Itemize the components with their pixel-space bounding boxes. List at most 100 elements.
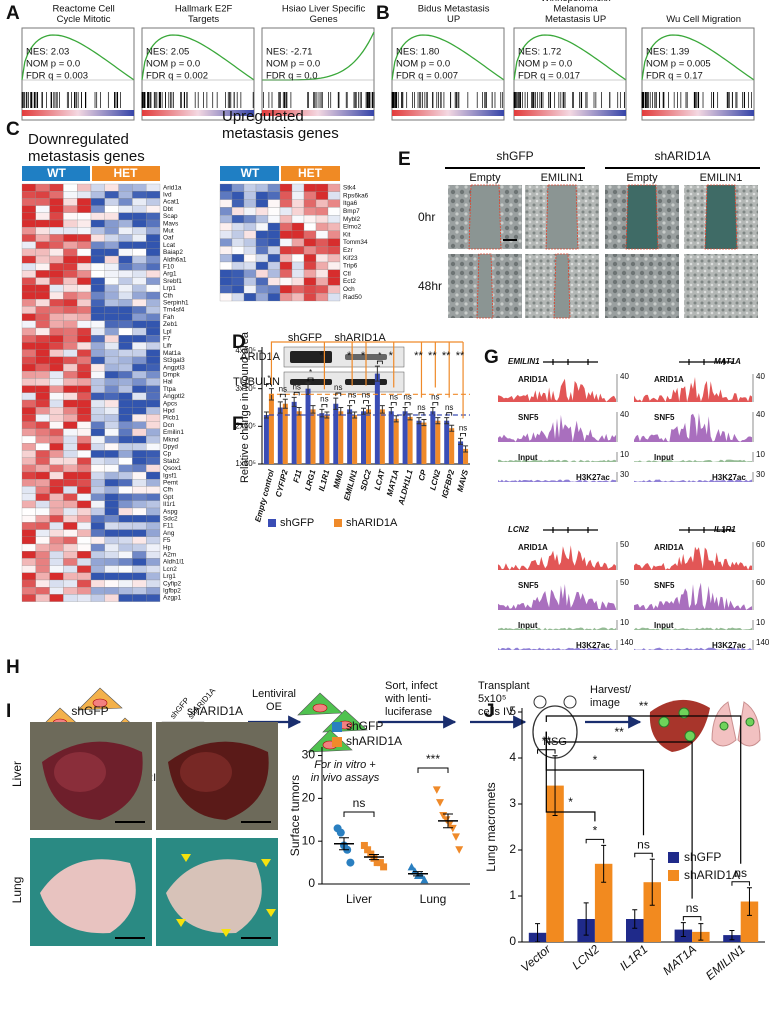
liver-icon <box>649 699 710 752</box>
wound <box>468 184 502 250</box>
heatmap-cell <box>146 543 161 552</box>
bracket <box>545 731 596 822</box>
heatmap-cell <box>77 219 92 228</box>
heatmap-cell <box>63 198 78 206</box>
heatmap-cell <box>132 522 147 530</box>
heatmap-cell <box>49 306 64 314</box>
track-scale: 40 <box>756 410 765 419</box>
heatmap-cell <box>255 277 269 286</box>
heatmap-cell <box>77 234 92 242</box>
heatmap-cell <box>303 230 317 239</box>
gene-label: Lcat <box>163 242 175 249</box>
heatmap-cell <box>327 215 341 224</box>
heatmap-cell <box>77 428 92 437</box>
bar <box>388 411 394 464</box>
heatmap-cell <box>90 529 105 537</box>
bracket <box>731 881 750 886</box>
heatmap-cell <box>90 421 105 429</box>
legend-label: shARID1A <box>346 734 402 748</box>
heatmap-cell <box>49 414 64 422</box>
heatmap-cell <box>146 234 161 242</box>
heatmap-cell <box>118 284 133 293</box>
met <box>719 721 729 731</box>
heatmap-cell <box>146 306 161 314</box>
gene-label: Aldh1l1 <box>163 559 185 566</box>
bracket <box>363 400 369 404</box>
gene-label: Arid1a <box>163 184 182 191</box>
gsea-stat: NOM p = 0.0 <box>26 59 80 70</box>
heatmap-cell <box>231 269 245 278</box>
heatmap-cell <box>90 579 105 588</box>
legend-swatch <box>332 737 342 747</box>
heatmap-cell <box>49 212 64 221</box>
bracket <box>545 731 645 836</box>
heatmap-cell <box>118 191 133 199</box>
heatmap-cell <box>90 471 105 480</box>
bar <box>379 409 385 464</box>
heatmap-cell <box>90 356 105 365</box>
significance: ** <box>615 725 625 739</box>
heatmap-cell <box>132 183 147 192</box>
heatmap-cell <box>104 493 119 501</box>
group-label: shARID1A <box>654 149 710 163</box>
heatmap-cell <box>267 199 281 208</box>
heatmap-cell <box>219 246 233 255</box>
step-text: Lentiviral <box>252 688 296 700</box>
heatmap-cell <box>267 215 281 224</box>
heatmap-cell <box>315 254 329 263</box>
heatmap-cell <box>146 471 161 480</box>
y-tick-label: 2x10⁵ <box>235 421 256 430</box>
bracket <box>279 393 286 398</box>
heatmap-cell <box>49 313 64 321</box>
heatmap-cell <box>21 284 36 293</box>
heatmap-cell <box>303 207 317 216</box>
heatmap-cell <box>146 356 161 365</box>
heatmap-cell <box>21 277 36 285</box>
gene-label: Ivd <box>163 191 172 198</box>
bar <box>458 441 464 464</box>
point <box>455 846 464 854</box>
heatmap-cell <box>104 299 119 307</box>
panel-label: H <box>6 657 20 678</box>
gene-label: F10 <box>163 263 174 270</box>
rank-bar <box>514 110 626 116</box>
heatmap-cell <box>146 342 161 350</box>
heatmap-cell <box>104 443 119 451</box>
track-scale: 30 <box>620 470 629 479</box>
heatmap-cell <box>104 587 119 595</box>
heatmap-cell <box>77 414 92 422</box>
error-bar <box>379 405 385 414</box>
heatmap-cell <box>49 579 64 588</box>
heatmap-cell <box>63 399 78 408</box>
track-scale: 30 <box>756 470 765 479</box>
heatmap-cell <box>104 471 119 480</box>
heatmap-cell <box>63 363 78 372</box>
heatmap-cell <box>90 306 105 314</box>
heatmap-cell <box>104 306 119 314</box>
heatmap-cell <box>90 392 105 401</box>
heatmap-cell <box>231 261 245 270</box>
heatmap-cell <box>49 234 64 242</box>
heatmap-cell <box>118 407 133 415</box>
gene-label: Ctl <box>343 270 351 277</box>
heatmap-cell <box>77 356 92 365</box>
heatmap-cell <box>49 493 64 501</box>
arrowhead <box>181 854 191 862</box>
bracket <box>335 392 342 397</box>
heatmap-cell <box>231 183 245 192</box>
significance: * <box>568 795 573 809</box>
error-bar <box>333 397 339 410</box>
heatmap-cell <box>35 378 50 386</box>
bar <box>407 416 413 464</box>
heatmap-cell <box>243 199 257 208</box>
group-label: shGFP <box>496 149 533 163</box>
heatmap-cell <box>132 471 147 480</box>
heatmap-cell <box>146 435 161 444</box>
heatmap-cell <box>132 277 147 285</box>
step-text: cells IV <box>478 706 514 718</box>
heatmap-cell <box>118 572 133 581</box>
gene-label: Elmo2 <box>343 224 362 231</box>
heatmap-cell <box>77 313 92 321</box>
heatmap-cell <box>21 493 36 501</box>
track-scale: 60 <box>756 578 765 587</box>
